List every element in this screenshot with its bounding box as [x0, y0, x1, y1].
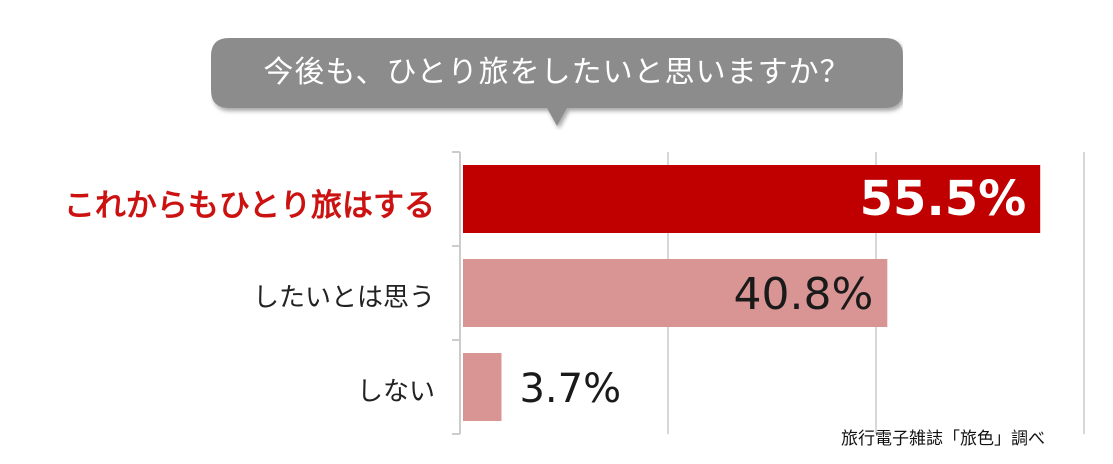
value-label: 40.8% — [734, 269, 874, 320]
bar — [463, 259, 888, 327]
value-label: 55.5% — [860, 171, 1027, 227]
title-bubble — [211, 38, 903, 126]
bar — [463, 165, 1041, 233]
category-label-want-to: したいとは思う — [252, 282, 435, 313]
title-bubble-shape — [211, 38, 903, 126]
category-label-no: しない — [356, 376, 435, 407]
chart-title: 今後も、ひとり旅をしたいと思いますか？ — [263, 55, 851, 90]
source-note: 旅行電子雑誌「旅色」調べ — [841, 429, 1045, 449]
value-label: 3.7% — [519, 366, 621, 412]
bar — [463, 353, 502, 421]
category-label-continue: これからもひとり旅はする — [63, 187, 435, 224]
